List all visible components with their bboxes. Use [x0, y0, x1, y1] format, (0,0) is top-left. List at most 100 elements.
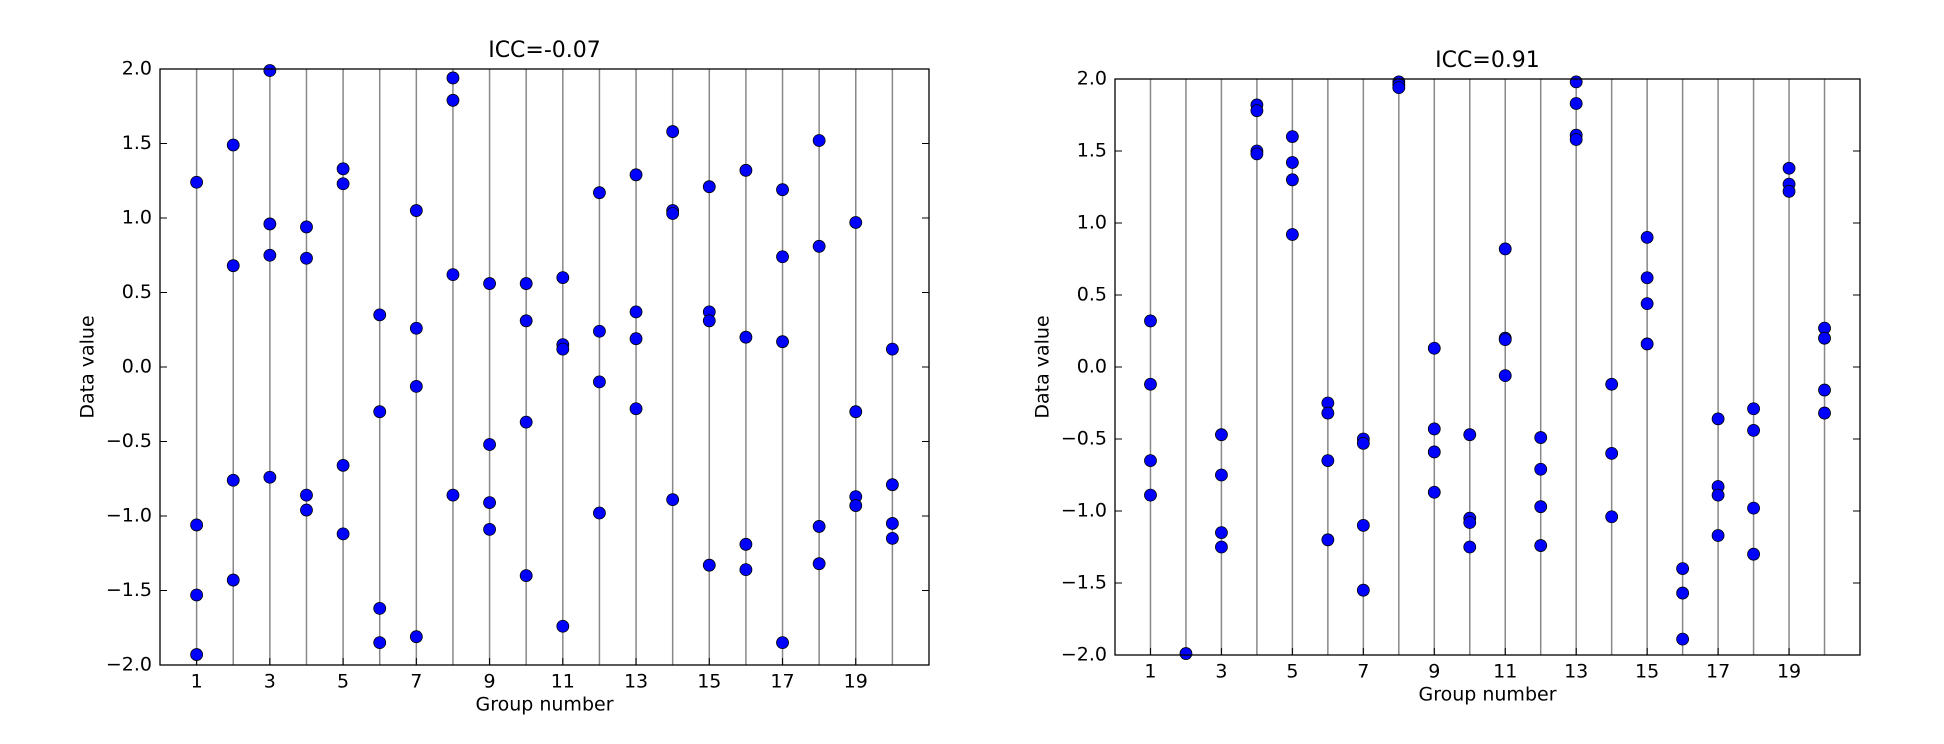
- point: [593, 375, 606, 389]
- point: [336, 527, 350, 541]
- point: [1711, 529, 1725, 542]
- point: [190, 588, 204, 602]
- x-tick-label: 3: [264, 671, 276, 693]
- point: [483, 523, 496, 536]
- chart-title: ICC=0.91: [1435, 48, 1540, 73]
- point: [629, 332, 643, 346]
- x-tick-label: 15: [697, 671, 721, 693]
- chart-title: ICC=-0.07: [488, 38, 601, 63]
- point: [556, 342, 570, 356]
- axes-frame: [1114, 78, 1861, 656]
- point: [776, 183, 789, 197]
- point: [1285, 130, 1299, 144]
- x-tick-label: 7: [410, 671, 422, 693]
- point: [702, 558, 716, 572]
- y-axis-label: Data value: [1032, 315, 1054, 418]
- point: [1215, 526, 1228, 539]
- point: [812, 239, 826, 253]
- point: [1321, 533, 1335, 547]
- point: [1144, 377, 1157, 391]
- point: [263, 217, 277, 231]
- point: [1498, 333, 1512, 347]
- point: [885, 342, 899, 356]
- point: [1640, 297, 1654, 311]
- y-tick-label: 0.0: [122, 356, 152, 378]
- point: [1463, 516, 1477, 529]
- y-tick-label: 1.0: [122, 207, 152, 229]
- point: [1179, 647, 1193, 660]
- point: [1640, 230, 1654, 244]
- point: [1605, 446, 1619, 460]
- point: [1356, 583, 1370, 597]
- point: [446, 488, 460, 502]
- point: [1818, 331, 1831, 345]
- point: [1250, 104, 1264, 118]
- point: [409, 204, 423, 217]
- point: [483, 496, 496, 509]
- point: [556, 271, 570, 285]
- point: [226, 259, 240, 273]
- point: [1427, 445, 1441, 459]
- y-tick-label: −1.5: [106, 579, 152, 601]
- point: [629, 305, 643, 319]
- point: [519, 415, 533, 429]
- point: [1534, 539, 1548, 552]
- point: [1782, 161, 1796, 175]
- point: [263, 64, 277, 77]
- point: [409, 321, 423, 335]
- point: [300, 251, 313, 265]
- point: [629, 168, 643, 182]
- x-tick-label: 1: [1144, 661, 1156, 683]
- point: [1144, 454, 1157, 468]
- point: [1285, 173, 1299, 187]
- point: [409, 630, 423, 644]
- point: [300, 488, 313, 502]
- x-tick-label: 19: [1777, 661, 1801, 683]
- point: [1747, 402, 1760, 416]
- point: [263, 470, 277, 484]
- point: [373, 601, 387, 615]
- point: [666, 493, 680, 507]
- point: [190, 175, 204, 189]
- point: [666, 207, 680, 220]
- x-tick-label: 3: [1215, 661, 1227, 683]
- point: [702, 180, 716, 194]
- x-tick-label: 17: [1706, 661, 1730, 683]
- point: [300, 220, 313, 234]
- plot-area: [1115, 79, 1860, 655]
- y-tick-label: 0.5: [1077, 284, 1107, 306]
- point: [1321, 406, 1335, 420]
- point: [519, 569, 533, 582]
- point: [226, 473, 240, 487]
- x-tick-label: 9: [484, 671, 496, 693]
- point: [885, 517, 899, 530]
- point: [593, 506, 606, 520]
- point: [1427, 485, 1441, 499]
- point: [190, 648, 204, 661]
- point: [1144, 314, 1157, 328]
- point: [1747, 547, 1760, 561]
- y-tick-label: 2.0: [1077, 68, 1107, 90]
- point: [1676, 562, 1690, 575]
- point: [812, 520, 826, 533]
- point: [1747, 423, 1760, 437]
- point: [519, 314, 533, 328]
- point: [1747, 501, 1760, 515]
- point: [1605, 377, 1619, 391]
- y-tick-label: −1.0: [1061, 500, 1107, 522]
- point: [300, 503, 313, 517]
- point: [1534, 462, 1548, 476]
- point: [1356, 519, 1370, 532]
- point: [226, 573, 240, 587]
- point: [812, 557, 826, 571]
- point: [849, 216, 863, 229]
- point: [1818, 383, 1831, 397]
- point: [1569, 97, 1583, 110]
- point: [776, 636, 789, 650]
- point: [556, 619, 570, 633]
- x-tick-label: 15: [1635, 661, 1659, 683]
- point: [666, 125, 680, 138]
- point: [336, 458, 350, 472]
- point: [1534, 500, 1548, 514]
- point: [1782, 184, 1796, 198]
